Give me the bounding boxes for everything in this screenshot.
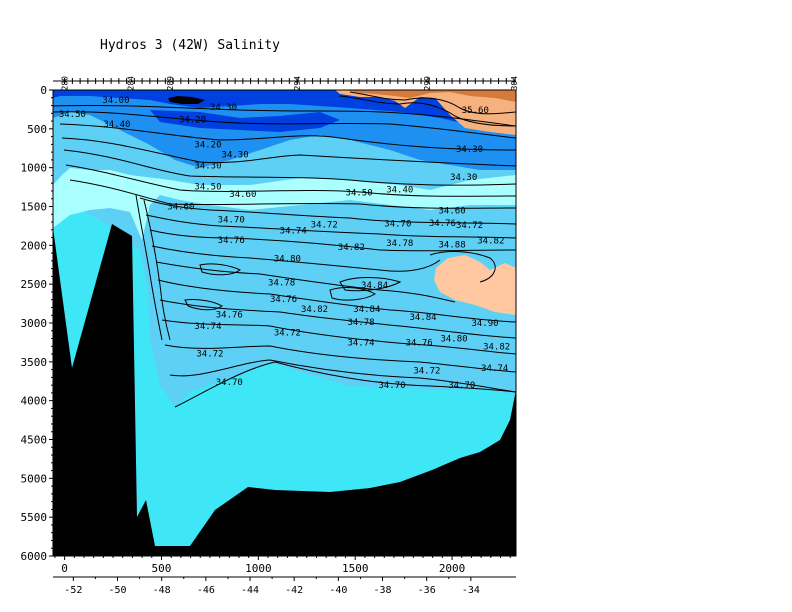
fresh-lens-fill xyxy=(150,110,340,132)
contour-label: 34.70 xyxy=(216,378,243,388)
longitude-tick-label: -46 xyxy=(197,585,215,596)
y-tick-label: 4000 xyxy=(21,395,48,408)
longitude-tick-label: -44 xyxy=(241,585,259,596)
x-tick-label: 2000 xyxy=(439,562,466,575)
contour-label: 34.78 xyxy=(386,239,413,249)
y-tick-label: 0 xyxy=(40,84,47,97)
longitude-tick-label: -36 xyxy=(418,585,436,596)
bathymetry-fill xyxy=(53,224,516,556)
contour-label: 34.20 xyxy=(179,116,206,126)
contour-label: 34.72 xyxy=(413,366,440,376)
station-label: 280 xyxy=(61,76,70,91)
contour-label: 34.72 xyxy=(311,220,338,230)
contour-label: 34.40 xyxy=(103,120,130,130)
contour-label: 34.72 xyxy=(456,221,483,231)
contour-label: 34.60 xyxy=(167,203,194,213)
contour-label: 34.82 xyxy=(338,243,365,253)
y-tick-label: 500 xyxy=(27,123,47,136)
contour-label: 34.50 xyxy=(346,189,373,199)
contour-label: 34.80 xyxy=(274,255,301,265)
salty-core-fill xyxy=(345,90,516,102)
y-tick-label: 2500 xyxy=(21,278,48,291)
contour-label: 34.90 xyxy=(471,319,498,329)
contour-label: 34.82 xyxy=(477,237,504,247)
contour-label: 34.30 xyxy=(450,173,477,183)
longitude-tick-label: -40 xyxy=(329,585,347,596)
contour-label: 34.84 xyxy=(409,313,436,323)
x-tick-label: 0 xyxy=(61,562,68,575)
contour-label: 34.00 xyxy=(102,96,129,106)
station-label: 294 xyxy=(293,76,302,91)
contour-label: 34.30 xyxy=(210,103,237,113)
contour-label: 34.60 xyxy=(229,190,256,200)
salty-deep-patch-fill xyxy=(434,255,516,315)
contour-label: 34.74 xyxy=(194,322,221,332)
longitude-tick-label: -34 xyxy=(462,585,480,596)
salty-surface-fill xyxy=(335,90,516,135)
x-tick-label: 1000 xyxy=(245,562,272,575)
contour-label: 34.82 xyxy=(301,305,328,315)
x-tick-label: 1500 xyxy=(342,562,369,575)
contour-lines xyxy=(53,91,516,408)
y-tick-label: 1000 xyxy=(21,162,48,175)
y-tick-label: 5000 xyxy=(21,472,48,485)
contour-label: 34.76 xyxy=(216,310,243,320)
plot-area xyxy=(53,90,516,556)
station-label: 304 xyxy=(510,76,519,91)
y-axis: 0 500 1000 1500 2000 2500 3000 3500 4000 4500 5000… xyxy=(21,84,53,563)
contour-label: 35.60 xyxy=(462,106,489,116)
x-tick-label: 500 xyxy=(152,562,172,575)
y-tick-label: 4500 xyxy=(21,434,48,447)
longitude-tick-label: -38 xyxy=(373,585,391,596)
contour-label: 34.70 xyxy=(218,216,245,226)
y-tick-label: 1500 xyxy=(21,201,48,214)
station-label: 289 xyxy=(166,76,175,91)
contour-label: 34.70 xyxy=(448,381,475,391)
contour-label: 34.60 xyxy=(439,206,466,216)
contour-label: 34.84 xyxy=(353,305,380,315)
contour-label: 34.74 xyxy=(280,227,307,237)
contour-label: 34.72 xyxy=(274,328,301,338)
y-tick-label: 5500 xyxy=(21,511,48,524)
contour-label: 34.78 xyxy=(268,279,295,289)
longitude-tick-label: -48 xyxy=(153,585,171,596)
contour-label: 34.84 xyxy=(361,281,388,291)
contour-label: 34.78 xyxy=(347,318,374,328)
contour-label: 34.76 xyxy=(218,236,245,246)
station-axis: 280 284 289 294 299 304 xyxy=(53,76,519,91)
contour-label: 34.72 xyxy=(196,349,223,359)
longitude-tick-label: -50 xyxy=(108,585,126,596)
contour-label: 34.76 xyxy=(429,219,456,229)
contour-label: 34.40 xyxy=(386,185,413,195)
y-tick-label: 3500 xyxy=(21,356,48,369)
contour-label: 34.82 xyxy=(483,342,510,352)
contour-label: 34.70 xyxy=(378,381,405,391)
longitude-tick-label: -52 xyxy=(64,585,82,596)
contour-label: 34.30 xyxy=(194,161,221,171)
y-tick-label: 3000 xyxy=(21,317,48,330)
y-tick-label: 2000 xyxy=(21,239,48,252)
chart-title: Hydros 3 (42W) Salinity xyxy=(100,38,281,53)
longitude-tick-label: -42 xyxy=(285,585,303,596)
contour-label: 34.74 xyxy=(347,338,374,348)
contour-label: 34.88 xyxy=(439,241,466,251)
contour-label: 34.70 xyxy=(384,220,411,230)
contour-label: 34.76 xyxy=(406,338,433,348)
station-label: 284 xyxy=(126,76,135,91)
contour-label: 34.20 xyxy=(194,140,221,150)
x-axis: 0 500 1000 1500 2000 xyxy=(54,556,511,575)
contour-label: 34.50 xyxy=(59,110,86,120)
contour-label: 34.80 xyxy=(440,335,467,345)
contour-label: 34.30 xyxy=(222,150,249,160)
contour-label: 34.50 xyxy=(194,182,221,192)
dark-surface-patch xyxy=(168,96,205,104)
y-tick-label: 6000 xyxy=(21,550,48,563)
longitude-axis: -52 -50 -48 -46 -44 -42 -40 -38 -36 -34 xyxy=(53,576,516,596)
contour-label: 34.76 xyxy=(270,295,297,305)
station-label: 299 xyxy=(423,76,432,91)
contour-label: 34.30 xyxy=(456,145,483,155)
contour-label: 34.74 xyxy=(481,364,508,374)
